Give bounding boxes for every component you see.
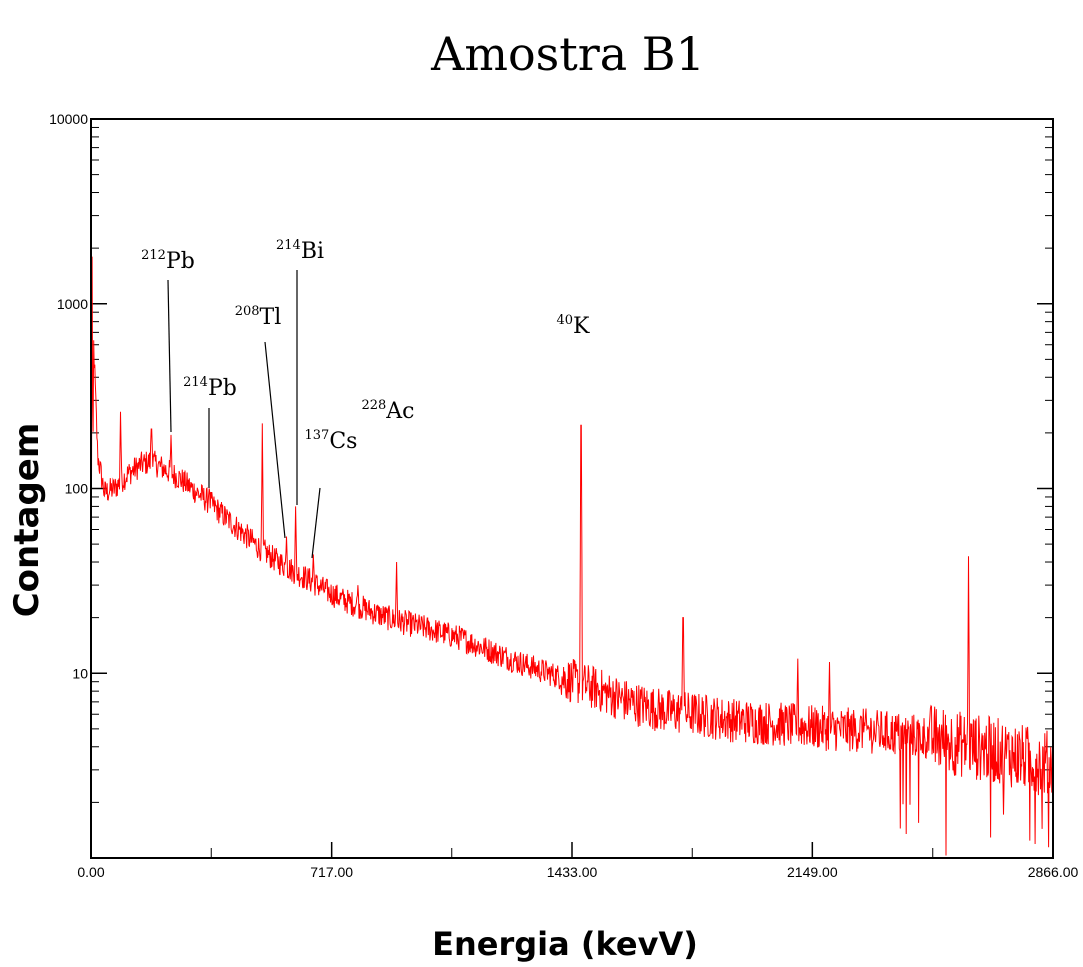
plot-frame [90, 118, 1054, 859]
annotation-label: 214Bi [276, 238, 324, 264]
peak-annotation: 214Bi [276, 238, 324, 505]
annotation-label: 208Tl [235, 304, 282, 330]
y-tick-label: 10000 [49, 111, 88, 127]
y-tick-label: 1000 [57, 296, 88, 312]
y-axis-label: Contagem [7, 423, 47, 618]
annotation-element: Pb [166, 249, 195, 274]
annotation-pointer [311, 487, 321, 559]
peak-annotation: 40K [557, 313, 591, 339]
peak-annotation: 214Pb [183, 375, 237, 488]
annotation-label: 137Cs [305, 428, 358, 454]
x-axis-ticks: 0.00 717.00 1433.00 2149.00 2866.00 [77, 842, 1079, 880]
x-tick-label: 717.00 [310, 864, 353, 880]
peak-annotation: 208Tl [235, 304, 286, 539]
peak-annotation: 228Ac [361, 398, 414, 424]
annotation-element: Cs [329, 429, 357, 454]
annotation-isotope-mass: 137 [305, 428, 330, 443]
spectrum-line [92, 256, 1052, 856]
annotation-isotope-mass: 228 [361, 398, 386, 413]
peak-annotation: 212Pb [141, 248, 195, 433]
annotation-label: 40K [557, 313, 591, 339]
y-tick-label: 100 [65, 481, 89, 497]
peak-annotation: 137Cs [305, 428, 358, 559]
x-tick-label: 1433.00 [547, 864, 598, 880]
annotation-label: 214Pb [183, 375, 237, 401]
y-axis-ticks: 10000 1000 100 10 [49, 111, 1053, 681]
annotation-element: Ac [385, 399, 414, 424]
annotation-element: Bi [301, 239, 324, 264]
annotation-isotope-mass: 214 [183, 375, 208, 390]
x-tick-label: 2866.00 [1028, 864, 1079, 880]
annotation-element: K [573, 314, 590, 339]
y-tick-label: 10 [72, 665, 88, 681]
annotation-pointer [167, 279, 172, 433]
annotation-isotope-mass: 212 [141, 248, 166, 263]
x-tick-label: 2149.00 [787, 864, 838, 880]
annotation-isotope-mass: 214 [276, 238, 301, 253]
annotation-isotope-mass: 208 [235, 304, 260, 319]
annotation-element: Pb [208, 376, 237, 401]
annotation-label: 228Ac [361, 398, 414, 424]
x-tick-label: 0.00 [77, 864, 104, 880]
annotation-label: 212Pb [141, 248, 195, 274]
x-axis-label: Energia (kevV) [432, 925, 698, 963]
annotation-isotope-mass: 40 [557, 313, 574, 328]
chart-title: Amostra B1 [430, 27, 705, 81]
annotation-element: Tl [260, 305, 282, 330]
minor-ticks [91, 126, 1053, 803]
annotation-pointer [264, 341, 286, 539]
